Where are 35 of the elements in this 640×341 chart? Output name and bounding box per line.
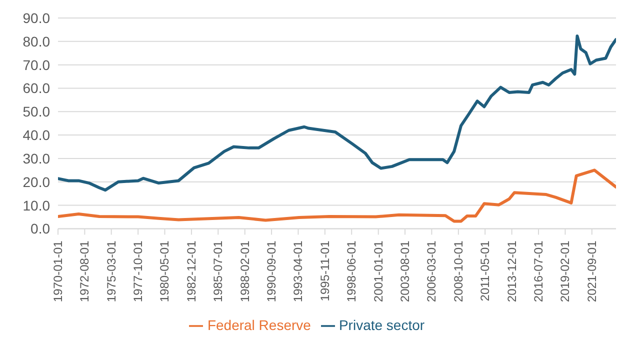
x-tick-label: 1975-03-01 xyxy=(104,240,118,302)
y-tick-label: 70.0 xyxy=(22,56,50,73)
x-tick-label: 1980-05-01 xyxy=(158,240,172,302)
y-tick-label: 0.0 xyxy=(30,220,50,237)
x-tick-label: 1985-07-01 xyxy=(211,240,226,302)
y-tick-label: 10.0 xyxy=(22,197,50,214)
x-tick-label: 1972-08-01 xyxy=(78,240,92,302)
y-tick-label: 90.0 xyxy=(22,10,50,26)
x-tick-label: 1990-09-01 xyxy=(264,240,279,302)
legend-label: Private sector xyxy=(338,316,425,333)
x-tick-label: 2003-08-01 xyxy=(398,240,412,302)
x-tick-label: 2016-07-01 xyxy=(531,240,546,302)
x-tick-label: 1970-01-01 xyxy=(51,240,65,302)
y-tick-label: 30.0 xyxy=(22,150,50,166)
x-tick-label: 2001-01-01 xyxy=(371,240,386,302)
line-series xyxy=(58,168,616,223)
x-tick-label: 2021-09-01 xyxy=(584,240,599,302)
x-tick-label: 2013-12-01 xyxy=(504,240,519,302)
x-tick-label: 1982-12-01 xyxy=(184,240,198,302)
y-tick-label: 80.0 xyxy=(22,33,50,50)
y-tick-label: 50.0 xyxy=(22,104,50,120)
y-tick-label: 20.0 xyxy=(22,174,50,190)
x-tick-label: 2006-03-01 xyxy=(424,240,439,302)
x-tick-label: 1993-04-01 xyxy=(291,240,306,302)
y-tick-label: 60.0 xyxy=(22,80,50,96)
line-series xyxy=(58,34,616,192)
x-tick-label: 2011-05-01 xyxy=(478,240,492,302)
x-tick-label: 1977-10-01 xyxy=(131,240,146,302)
x-tick-label: 1988-02-01 xyxy=(238,240,252,302)
x-tick-label: 2008-10-01 xyxy=(451,240,466,302)
x-tick-label: 2019-02-01 xyxy=(558,240,572,302)
y-tick-label: 40.0 xyxy=(22,127,50,144)
x-tick-label: 1998-06-01 xyxy=(344,240,359,302)
x-tick-label: 1995-11-01 xyxy=(318,240,332,302)
legend-label: Federal Reserve xyxy=(207,316,311,333)
